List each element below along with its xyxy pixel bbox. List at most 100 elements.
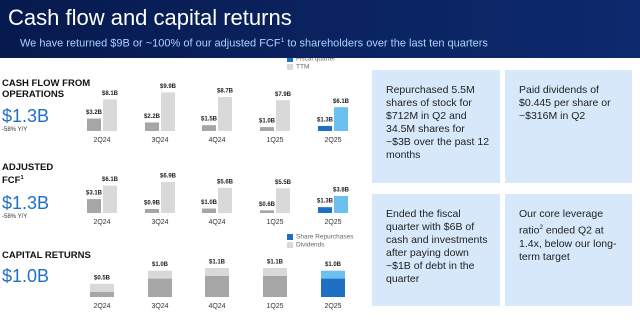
info-box: Paid dividends of $0.445 per share or ~$… xyxy=(505,70,632,183)
bar-segment xyxy=(90,283,114,292)
x-tick-label: 3Q24 xyxy=(151,219,168,226)
bar xyxy=(218,97,232,131)
x-tick-label: 2Q24 xyxy=(93,303,110,310)
footnote-mark: 1 xyxy=(20,175,24,181)
legend-swatch xyxy=(287,242,293,248)
x-tick-label: 2Q25 xyxy=(324,303,341,310)
x-tick-label: 2Q25 xyxy=(324,219,341,226)
value-label: $7.9B xyxy=(275,92,292,98)
bar xyxy=(87,199,101,213)
x-tick-label: 1Q25 xyxy=(266,303,283,310)
bar-segment xyxy=(90,291,114,297)
value-label: $6.1B xyxy=(333,99,350,105)
x-tick-label: 1Q25 xyxy=(266,137,283,144)
bar xyxy=(161,92,175,131)
bar xyxy=(260,210,274,213)
value-label: $3.1B xyxy=(86,191,103,197)
header-band xyxy=(0,0,640,58)
bar xyxy=(145,208,159,213)
bar-segment xyxy=(321,278,345,297)
x-tick-label: 4Q24 xyxy=(208,303,225,310)
bar xyxy=(260,127,274,131)
bar-segment xyxy=(205,275,229,297)
bar-segment xyxy=(263,275,287,297)
legend-label: Dividends xyxy=(296,242,325,249)
x-tick-label: 4Q24 xyxy=(208,137,225,144)
bar xyxy=(87,118,101,131)
legend-label: Share Repurchases xyxy=(296,234,354,241)
value-label: $9.9B xyxy=(160,84,177,90)
headline: $1.3B xyxy=(2,106,50,126)
bar xyxy=(161,182,175,213)
legend-label: TTM xyxy=(296,64,309,71)
info-box: Our core leverage ratio2 ended Q2 at 1.4… xyxy=(505,194,632,306)
x-tick-label: 1Q25 xyxy=(266,219,283,226)
x-tick-label: 2Q25 xyxy=(324,137,341,144)
value-label: $5.5B xyxy=(275,180,292,186)
value-label: $6.1B xyxy=(102,177,119,183)
subtitle: We have returned $9B or ~100% of our adj… xyxy=(20,37,488,50)
subtitle-text: We have returned $9B or ~100% of our adj… xyxy=(20,37,281,50)
info-box: Ended the fiscal quarter with $6B of cas… xyxy=(372,194,500,306)
bar xyxy=(202,125,216,131)
footnote-mark: 2 xyxy=(539,224,543,231)
chart-title-text: ADJUSTED FCF xyxy=(2,162,54,187)
value-label: $1.0B xyxy=(201,200,218,206)
value-label: $5.6B xyxy=(217,179,234,185)
bar xyxy=(202,208,216,213)
total-label: $1.0B xyxy=(152,262,169,268)
subtitle-text: to shareholders over the last ten quarte… xyxy=(284,37,488,50)
value-label: $1.0B xyxy=(259,119,276,125)
value-label: $1.3B xyxy=(317,199,334,205)
x-tick-label: 3Q24 xyxy=(151,303,168,310)
chart-title: ADJUSTED FCF1 xyxy=(2,162,72,186)
legend-swatch xyxy=(287,58,293,62)
bar xyxy=(334,195,348,213)
footnote-mark: 1 xyxy=(280,37,285,44)
bar xyxy=(103,99,117,131)
value-label: $0.9B xyxy=(144,201,161,207)
bar xyxy=(276,188,290,213)
x-tick-label: 2Q24 xyxy=(93,137,110,144)
x-tick-label: 4Q24 xyxy=(208,219,225,226)
x-tick-label: 3Q24 xyxy=(151,137,168,144)
value-label: $2.2B xyxy=(144,114,161,120)
bar xyxy=(276,100,290,131)
bar-segment xyxy=(205,268,229,276)
bar xyxy=(103,185,117,213)
value-label: $6.9B xyxy=(160,174,177,180)
chart-title: CAPITAL RETURNS xyxy=(2,250,91,261)
bar-segment xyxy=(148,270,172,279)
total-label: $0.5B xyxy=(94,275,111,281)
legend-swatch xyxy=(287,64,293,70)
change: -58% Y/Y xyxy=(2,214,28,220)
title: Cash flow and capital returns xyxy=(8,5,292,30)
headline: $1.3B xyxy=(2,193,50,213)
total-label: $1.1B xyxy=(209,260,226,266)
legend-swatch xyxy=(287,234,293,240)
x-tick-label: 2Q24 xyxy=(93,219,110,226)
value-label: $1.3B xyxy=(317,118,334,124)
box-text: ended Q2 at 1.4x, below our long-term ta… xyxy=(519,224,617,263)
value-label: $1.5B xyxy=(201,117,218,123)
bar xyxy=(218,187,232,213)
total-label: $1.0B xyxy=(325,262,342,268)
bar xyxy=(334,107,348,131)
bar xyxy=(145,122,159,131)
bar xyxy=(318,125,332,131)
value-label: $8.1B xyxy=(102,91,119,97)
legend-label: Fiscal quarter xyxy=(296,58,336,63)
change: -58% Y/Y xyxy=(2,127,28,133)
bar-segment xyxy=(148,278,172,297)
value-label: $8.7B xyxy=(217,89,234,95)
info-box: Repurchased 5.5M shares of stock for $71… xyxy=(372,70,500,183)
value-label: $0.6B xyxy=(259,202,276,208)
headline: $1.0B xyxy=(2,266,50,286)
bar-segment xyxy=(321,270,345,279)
value-label: $3.2B xyxy=(86,110,103,116)
bar-segment xyxy=(263,268,287,276)
bar xyxy=(318,207,332,213)
chart-title: CASH FLOW FROM OPERATIONS xyxy=(2,78,91,100)
